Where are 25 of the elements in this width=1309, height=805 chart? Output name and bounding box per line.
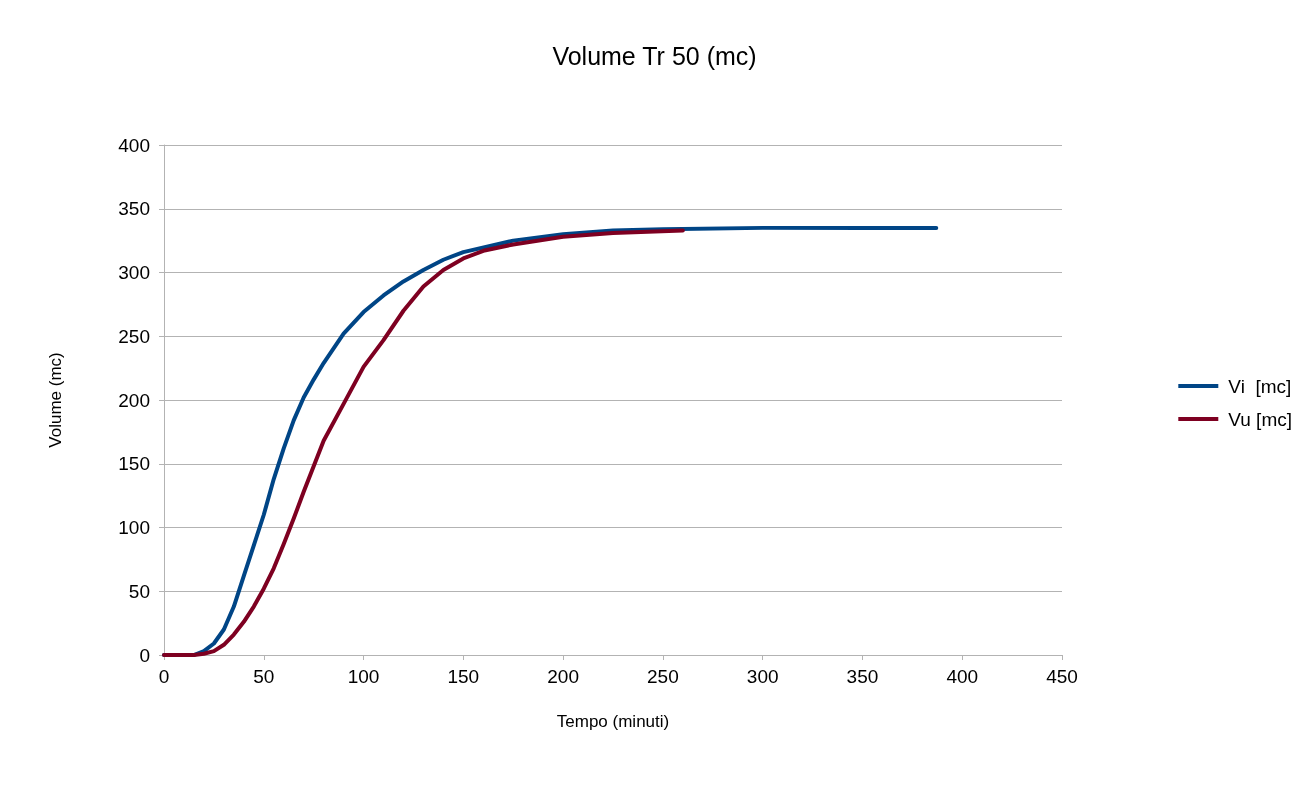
x-tick-label: 200 — [547, 666, 579, 687]
y-tick-label: 100 — [118, 517, 150, 538]
x-tick-label: 400 — [946, 666, 979, 687]
x-tick-label: 250 — [647, 666, 679, 687]
y-tick-label: 50 — [128, 580, 150, 602]
x-tick-label: 50 — [253, 666, 275, 687]
y-tick-label: 0 — [139, 644, 150, 666]
x-tick-label: 350 — [846, 666, 879, 687]
y-tick-label: 250 — [118, 325, 150, 347]
y-tick-label: 150 — [118, 453, 150, 475]
x-tick-label: 150 — [447, 666, 480, 687]
chart-title: Volume Tr 50 (mc) — [552, 41, 757, 70]
x-tick-label: 0 — [158, 666, 170, 687]
legend-label: Vu [mc] — [1228, 408, 1292, 430]
line-series — [162, 228, 685, 657]
y-tick-label: 300 — [118, 262, 150, 283]
y-tick-label: 350 — [118, 198, 150, 220]
x-tick-label: 300 — [746, 666, 779, 687]
y-axis-title: Volume (mc) — [46, 352, 65, 448]
legend-label: Vi [mc] — [1228, 375, 1292, 397]
x-tick-label: 100 — [347, 666, 380, 687]
y-tick-label: 400 — [118, 134, 150, 156]
y-tick-label: 200 — [118, 389, 150, 411]
x-tick-label: 450 — [1046, 666, 1078, 687]
x-axis-title: Tempo (minuti) — [556, 712, 670, 731]
